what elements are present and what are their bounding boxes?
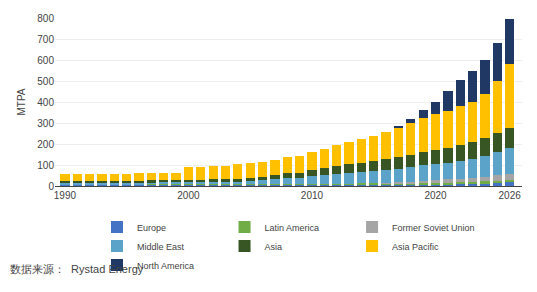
svg-text:700: 700 — [37, 34, 54, 45]
svg-text:300: 300 — [37, 118, 54, 129]
svg-text:600: 600 — [37, 55, 54, 66]
svg-text:400: 400 — [37, 97, 54, 108]
svg-text:2026: 2026 — [499, 190, 522, 201]
svg-text:Latin America: Latin America — [265, 223, 320, 233]
svg-text:2020: 2020 — [424, 190, 447, 201]
svg-text:Former Soviet Union: Former Soviet Union — [392, 223, 475, 233]
svg-text:数据来源： Rystad Energy: 数据来源： Rystad Energy — [10, 263, 144, 275]
svg-text:2000: 2000 — [177, 190, 200, 201]
svg-text:800: 800 — [37, 13, 54, 24]
svg-text:2010: 2010 — [301, 190, 324, 201]
svg-text:Asia Pacific: Asia Pacific — [392, 242, 439, 252]
svg-text:100: 100 — [37, 160, 54, 171]
svg-text:1990: 1990 — [54, 190, 77, 201]
svg-text:500: 500 — [37, 76, 54, 87]
svg-text:North America: North America — [137, 261, 194, 271]
svg-text:Middle East: Middle East — [137, 242, 185, 252]
svg-text:MTPA: MTPA — [16, 88, 27, 115]
svg-text:Europe: Europe — [137, 223, 166, 233]
svg-text:0: 0 — [48, 181, 54, 192]
svg-text:200: 200 — [37, 139, 54, 150]
svg-text:Asia: Asia — [265, 242, 283, 252]
